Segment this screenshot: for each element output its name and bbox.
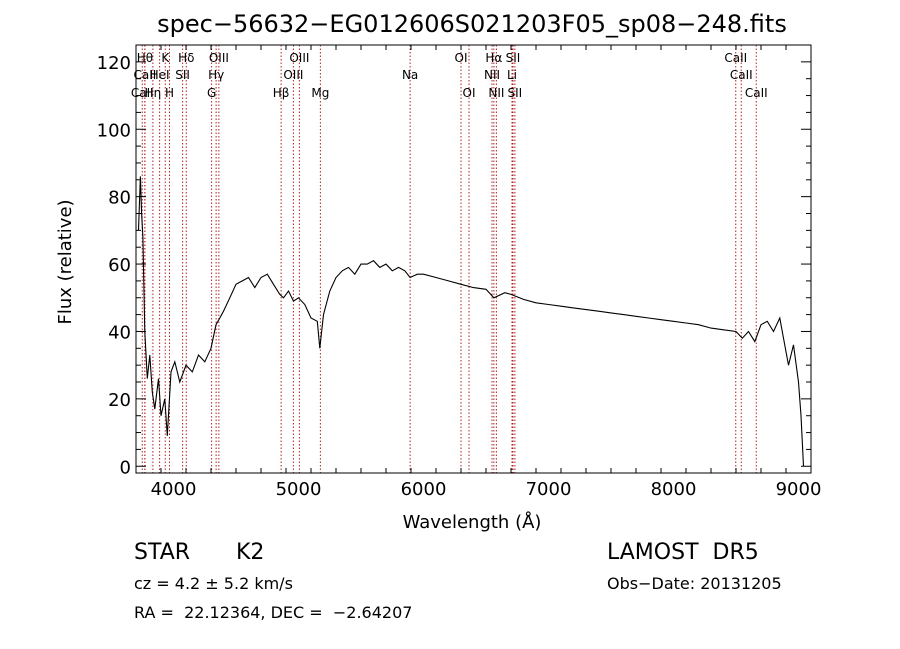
line-label-3: Hη — [145, 86, 162, 100]
line-label-10: Hγ — [208, 68, 224, 82]
survey-name: LAMOST DR5 — [607, 540, 759, 565]
line-label-19: NII — [484, 68, 500, 82]
y-tick-label-5: 100 — [97, 120, 131, 141]
line-label-16: Na — [402, 68, 418, 82]
spectral-line-labels: CaIIHθCaIIHηHeIKHSIIHδGHγOIIIHβOIIIOIIIM… — [131, 51, 768, 100]
y-tick-label-4: 80 — [108, 188, 131, 209]
y-axis: 0 20 40 60 80 100 120 — [97, 53, 811, 478]
line-label-7: SII — [175, 68, 190, 82]
line-label-1: Hθ — [137, 51, 153, 65]
line-label-11: OIII — [209, 51, 229, 65]
object-class: STAR — [134, 540, 191, 565]
spectrum-line — [137, 176, 805, 467]
obs-date: Obs−Date: 20131205 — [607, 574, 782, 593]
x-tick-label-0: 4000 — [151, 479, 197, 500]
x-tick-label-5: 9000 — [776, 479, 822, 500]
line-label-18: OI — [463, 86, 476, 100]
y-tick-label-3: 60 — [108, 255, 131, 276]
y-tick-label-1: 20 — [108, 390, 131, 411]
x-tick-label-4: 8000 — [651, 479, 697, 500]
chart-title: spec−56632−EG012606S021203F05_sp08−248.f… — [157, 10, 787, 38]
line-label-13: OIII — [283, 68, 303, 82]
line-label-9: G — [207, 86, 216, 100]
y-tick-label-2: 40 — [108, 322, 131, 343]
x-tick-label-3: 7000 — [526, 479, 572, 500]
line-label-15: Mg — [311, 86, 329, 100]
line-label-5: K — [161, 51, 170, 65]
line-label-6: H — [165, 86, 174, 100]
line-label-8: Hδ — [178, 51, 194, 65]
x-axis: 4000 5000 6000 7000 8000 9000 — [151, 45, 822, 500]
subclass: K2 — [236, 540, 265, 565]
x-tick-label-1: 5000 — [276, 479, 322, 500]
line-label-4: HeI — [150, 68, 170, 82]
line-label-23: SII — [506, 51, 521, 65]
plot-frame — [135, 44, 812, 474]
line-label-20: Hα — [485, 51, 502, 65]
line-label-27: CaII — [745, 86, 768, 100]
line-label-0: CaII — [131, 86, 154, 100]
coordinates: RA = 22.12364, DEC = −2.64207 — [134, 603, 413, 622]
redshift-value: cz = 4.2 ± 5.2 km/s — [134, 574, 293, 593]
line-label-24: SII — [508, 86, 523, 100]
line-label-25: CaII — [724, 51, 747, 65]
line-label-14: OIII — [289, 51, 309, 65]
y-tick-label-0: 0 — [120, 457, 131, 478]
spectral-line-markers — [141, 45, 757, 473]
y-axis-label: Flux (relative) — [55, 199, 76, 324]
y-tick-label-6: 120 — [97, 53, 131, 74]
line-label-17: OI — [455, 51, 468, 65]
x-axis-label: Wavelength (Å) — [403, 511, 542, 533]
x-tick-label-2: 6000 — [401, 479, 447, 500]
line-label-22: Li — [507, 68, 517, 82]
line-label-12: Hβ — [273, 86, 290, 100]
line-label-26: CaII — [730, 68, 753, 82]
line-label-21: NII — [488, 86, 504, 100]
